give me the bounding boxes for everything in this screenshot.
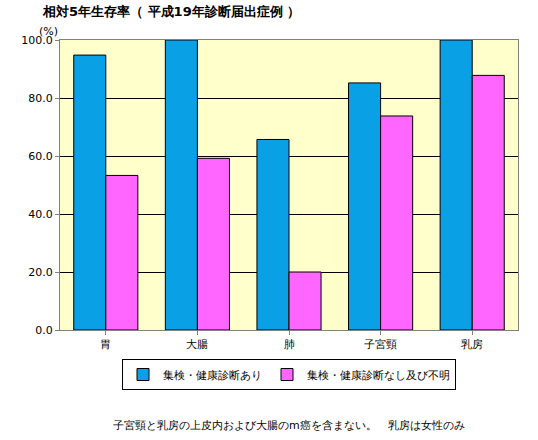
svg-text:集検・健康診断あり: 集検・健康診断あり <box>163 369 262 382</box>
svg-text:子宮頸: 子宮頸 <box>364 338 397 351</box>
svg-text:肺: 肺 <box>284 338 295 351</box>
svg-text:60.0: 60.0 <box>28 150 53 163</box>
svg-text:胃: 胃 <box>100 338 111 351</box>
svg-text:0.0: 0.0 <box>35 324 53 337</box>
svg-text:80.0: 80.0 <box>28 92 53 105</box>
svg-text:大腸: 大腸 <box>186 338 208 351</box>
svg-text:100.0: 100.0 <box>21 34 53 47</box>
svg-text:20.0: 20.0 <box>28 266 53 279</box>
svg-text:(%): (%) <box>39 25 58 38</box>
svg-text:相対5年生存率（ 平成19年診断届出症例 ）: 相対5年生存率（ 平成19年診断届出症例 ） <box>42 4 300 19</box>
svg-text:40.0: 40.0 <box>28 208 53 221</box>
svg-text:集検・健康診断なし及び不明: 集検・健康診断なし及び不明 <box>307 369 450 382</box>
svg-text:乳房: 乳房 <box>461 338 483 351</box>
svg-text:子宮頸と乳房の上皮内および大腸のm癌を含まない。 乳房は女性: 子宮頸と乳房の上皮内および大腸のm癌を含まない。 乳房は女性のみ <box>113 419 465 432</box>
